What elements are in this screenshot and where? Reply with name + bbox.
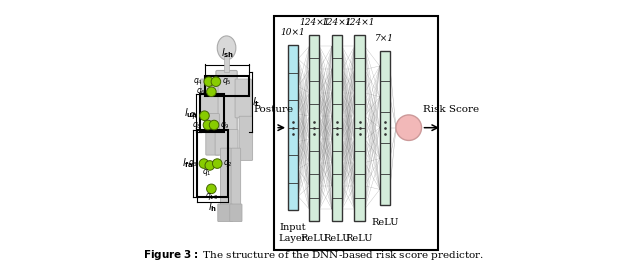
Text: $\mathit{q_5}$: $\mathit{q_5}$: [222, 76, 232, 87]
FancyBboxPatch shape: [218, 204, 233, 222]
Circle shape: [204, 77, 213, 86]
Circle shape: [207, 184, 216, 194]
Bar: [205, 76, 249, 96]
Text: Posture: Posture: [254, 105, 294, 114]
Circle shape: [396, 115, 421, 140]
Circle shape: [212, 159, 222, 168]
Text: $\mathit{q_8}$: $\mathit{q_8}$: [192, 119, 202, 131]
Text: $\mathbf{Figure\ 3:}$ The structure of the DNN-based risk score predictor.: $\mathbf{Figure\ 3:}$ The structure of t…: [143, 248, 483, 262]
Text: Risk Score: Risk Score: [423, 105, 479, 114]
Ellipse shape: [217, 36, 236, 60]
Circle shape: [205, 161, 215, 170]
Text: Input
Layer: Input Layer: [279, 223, 307, 243]
FancyBboxPatch shape: [220, 148, 232, 208]
Circle shape: [203, 120, 213, 130]
Text: $l_\mathbf{sh}$: $l_\mathbf{sh}$: [221, 46, 234, 60]
Circle shape: [199, 159, 208, 168]
FancyBboxPatch shape: [235, 79, 251, 118]
Bar: [274, 16, 438, 250]
FancyBboxPatch shape: [216, 70, 237, 134]
FancyBboxPatch shape: [200, 79, 218, 118]
Text: $\mathit{q_1}$: $\mathit{q_1}$: [202, 167, 212, 178]
Bar: [380, 51, 390, 205]
Bar: [354, 35, 364, 221]
Text: $\mathit{q_{10}}$: $\mathit{q_{10}}$: [205, 191, 218, 202]
Text: 124×1: 124×1: [299, 18, 329, 27]
Text: 124×1: 124×1: [322, 18, 352, 27]
Text: $\mathit{q_3}$: $\mathit{q_3}$: [188, 158, 198, 169]
Text: 124×1: 124×1: [344, 18, 375, 27]
FancyBboxPatch shape: [215, 130, 238, 155]
Text: $l_\mathbf{h}$: $l_\mathbf{h}$: [208, 200, 217, 214]
FancyBboxPatch shape: [231, 148, 240, 208]
Bar: [224, 56, 229, 72]
FancyBboxPatch shape: [230, 204, 242, 222]
Circle shape: [200, 111, 209, 120]
Text: $l_\mathbf{ua}$: $l_\mathbf{ua}$: [184, 106, 197, 120]
Bar: [309, 35, 319, 221]
Text: $\mathit{q_7}$: $\mathit{q_7}$: [189, 110, 198, 121]
Text: $\mathit{q_6}$: $\mathit{q_6}$: [195, 86, 205, 97]
Text: ReLU: ReLU: [323, 234, 351, 243]
Text: $l_\mathbf{t}$: $l_\mathbf{t}$: [252, 95, 260, 109]
Circle shape: [209, 120, 219, 130]
Text: ReLU: ReLU: [371, 218, 399, 227]
Bar: [197, 130, 228, 197]
Text: $\mathit{q_2}$: $\mathit{q_2}$: [223, 158, 233, 169]
Text: $\mathit{q_4}$: $\mathit{q_4}$: [193, 76, 203, 87]
Bar: [332, 35, 342, 221]
Text: $\mathit{q_9}$: $\mathit{q_9}$: [220, 119, 230, 131]
FancyBboxPatch shape: [239, 116, 253, 160]
Circle shape: [207, 87, 216, 97]
Text: $l_\mathbf{fa}$: $l_\mathbf{fa}$: [182, 157, 193, 171]
Text: 7×1: 7×1: [376, 34, 394, 43]
FancyBboxPatch shape: [206, 114, 219, 155]
Bar: [200, 94, 224, 132]
Bar: [288, 45, 298, 210]
Circle shape: [211, 77, 221, 86]
Text: ReLU: ReLU: [300, 234, 328, 243]
Text: 10×1: 10×1: [280, 28, 305, 37]
Text: ReLU: ReLU: [346, 234, 373, 243]
